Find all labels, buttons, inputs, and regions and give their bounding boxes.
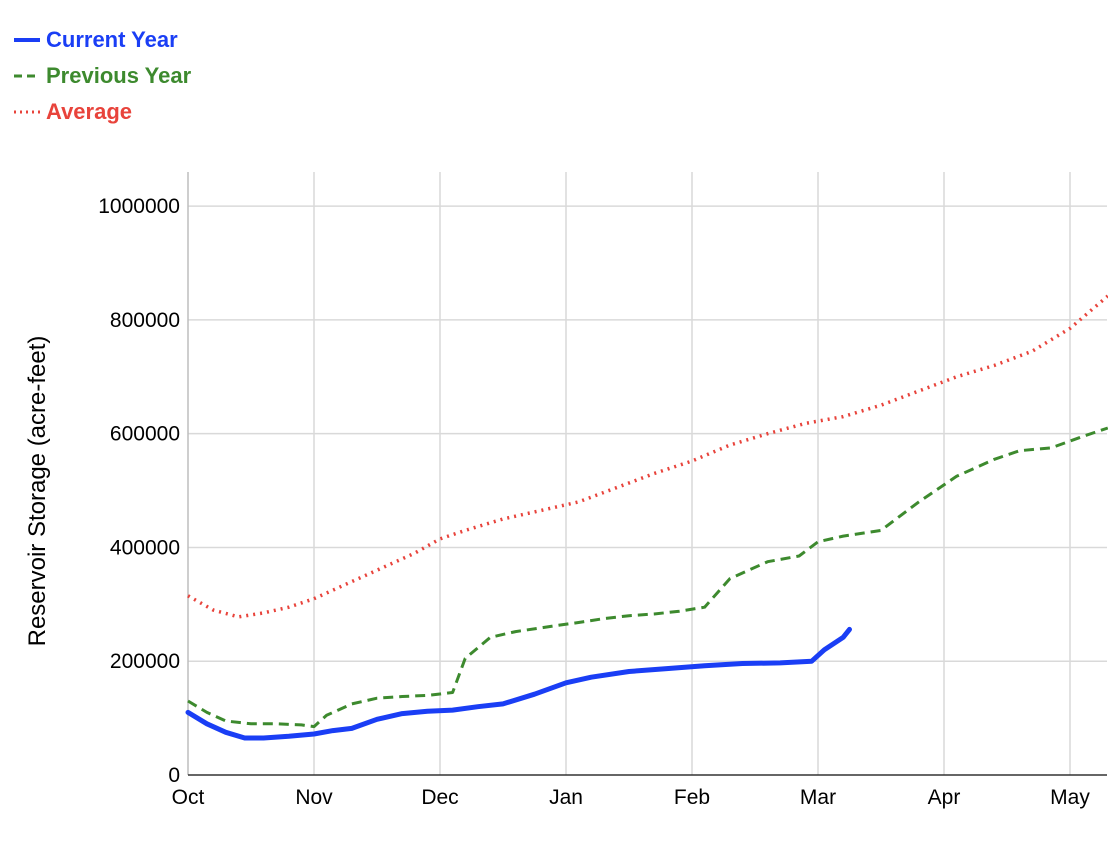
legend-item-previous-year[interactable]: Previous Year <box>14 58 191 94</box>
y-tick-label: 400000 <box>110 536 180 559</box>
legend-label: Average <box>46 99 133 124</box>
series-line-average[interactable] <box>187 294 1108 619</box>
y-axis-labels: 0 200000 400000 600000 800000 1000000 <box>98 195 180 787</box>
series-lines <box>185 294 1108 741</box>
legend-item-average[interactable]: Average <box>14 94 191 130</box>
x-tick-label: Dec <box>421 786 458 809</box>
series-line-current-year[interactable] <box>185 626 852 741</box>
x-tick-label: Mar <box>800 786 836 809</box>
solid-line-swatch-icon <box>14 38 40 42</box>
grid <box>187 172 1107 776</box>
x-tick-label: Feb <box>674 786 710 809</box>
y-tick-label: 200000 <box>110 650 180 673</box>
y-tick-label: 600000 <box>110 423 180 446</box>
x-tick-label: Oct <box>172 786 205 809</box>
y-axis-title: Reservoir Storage (acre-feet) <box>24 336 51 647</box>
x-tick-label: Apr <box>928 786 961 809</box>
legend-label: Current Year <box>46 27 178 52</box>
legend-label: Previous Year <box>46 63 192 88</box>
y-tick-label: 0 <box>168 764 180 787</box>
x-axis-labels: Oct Nov Dec Jan Feb Mar Apr May <box>172 786 1091 809</box>
x-tick-label: Nov <box>295 786 333 809</box>
x-tick-label: Jan <box>549 786 583 809</box>
dotted-line-swatch-icon <box>14 110 40 114</box>
y-tick-label: 800000 <box>110 309 180 332</box>
x-tick-label: May <box>1050 786 1090 809</box>
legend: Current Year Previous Year Average <box>14 22 191 130</box>
y-tick-label: 1000000 <box>98 195 180 218</box>
dashed-line-swatch-icon <box>14 74 40 78</box>
legend-item-current-year[interactable]: Current Year <box>14 22 191 58</box>
series-line-previous-year[interactable] <box>187 426 1108 729</box>
